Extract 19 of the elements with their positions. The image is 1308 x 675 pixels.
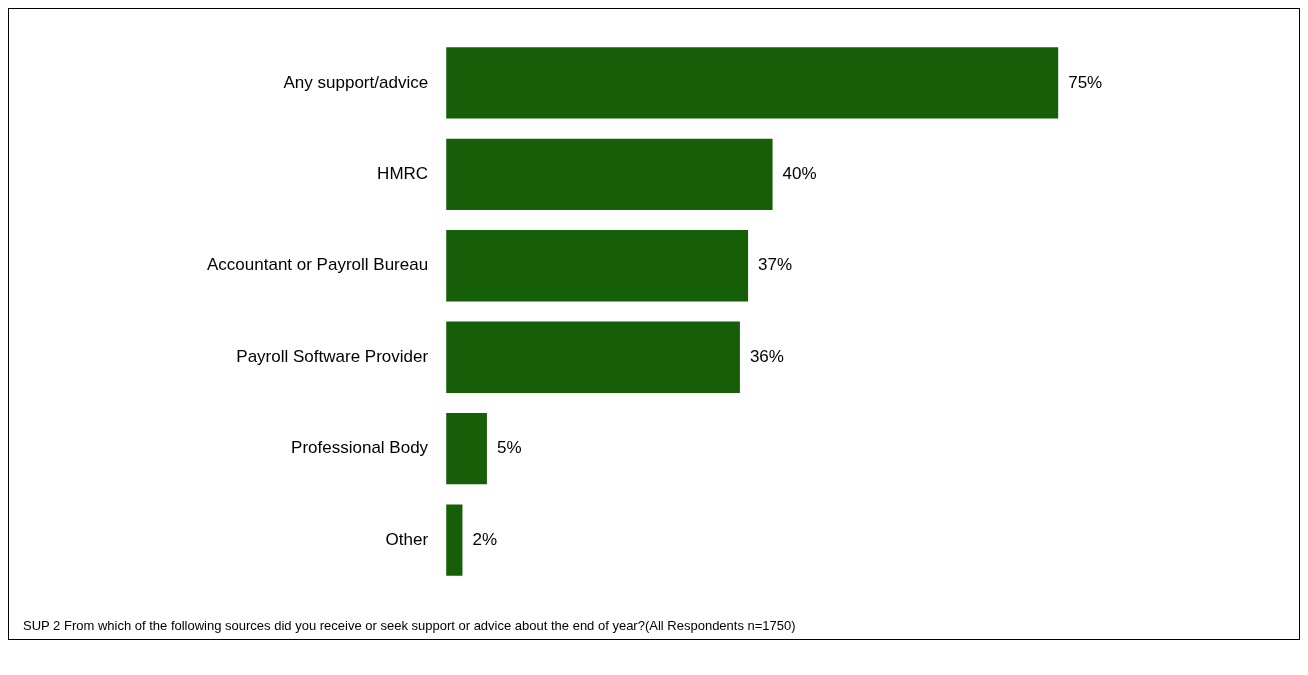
text: SUP 2 From which of the following sources did you receive or seek support or advice about the end of year?(All Respondents n=1750) [22, 617, 797, 635]
y-tick-label: HMRC [377, 164, 429, 184]
bar [446, 138, 773, 211]
data-label: 36% [749, 346, 784, 366]
data-label: 2% [472, 529, 498, 549]
data-label: 75% [1068, 72, 1103, 92]
y-tick-label: Other [385, 529, 429, 549]
y-tick-label: Payroll Software Provider [236, 346, 429, 366]
bar [446, 230, 749, 302]
data-label: 37% [758, 255, 793, 275]
data-label: 40% [782, 164, 817, 184]
y-tick-label: Accountant or Payroll Bureau [207, 255, 429, 275]
y-tick-label: Professional Body [291, 438, 429, 458]
bar [446, 321, 740, 393]
bar [446, 47, 1059, 119]
bar [446, 504, 463, 576]
data-label: 5% [496, 438, 522, 458]
y-tick-label: Any support/advice [283, 72, 429, 92]
bar [446, 412, 487, 485]
